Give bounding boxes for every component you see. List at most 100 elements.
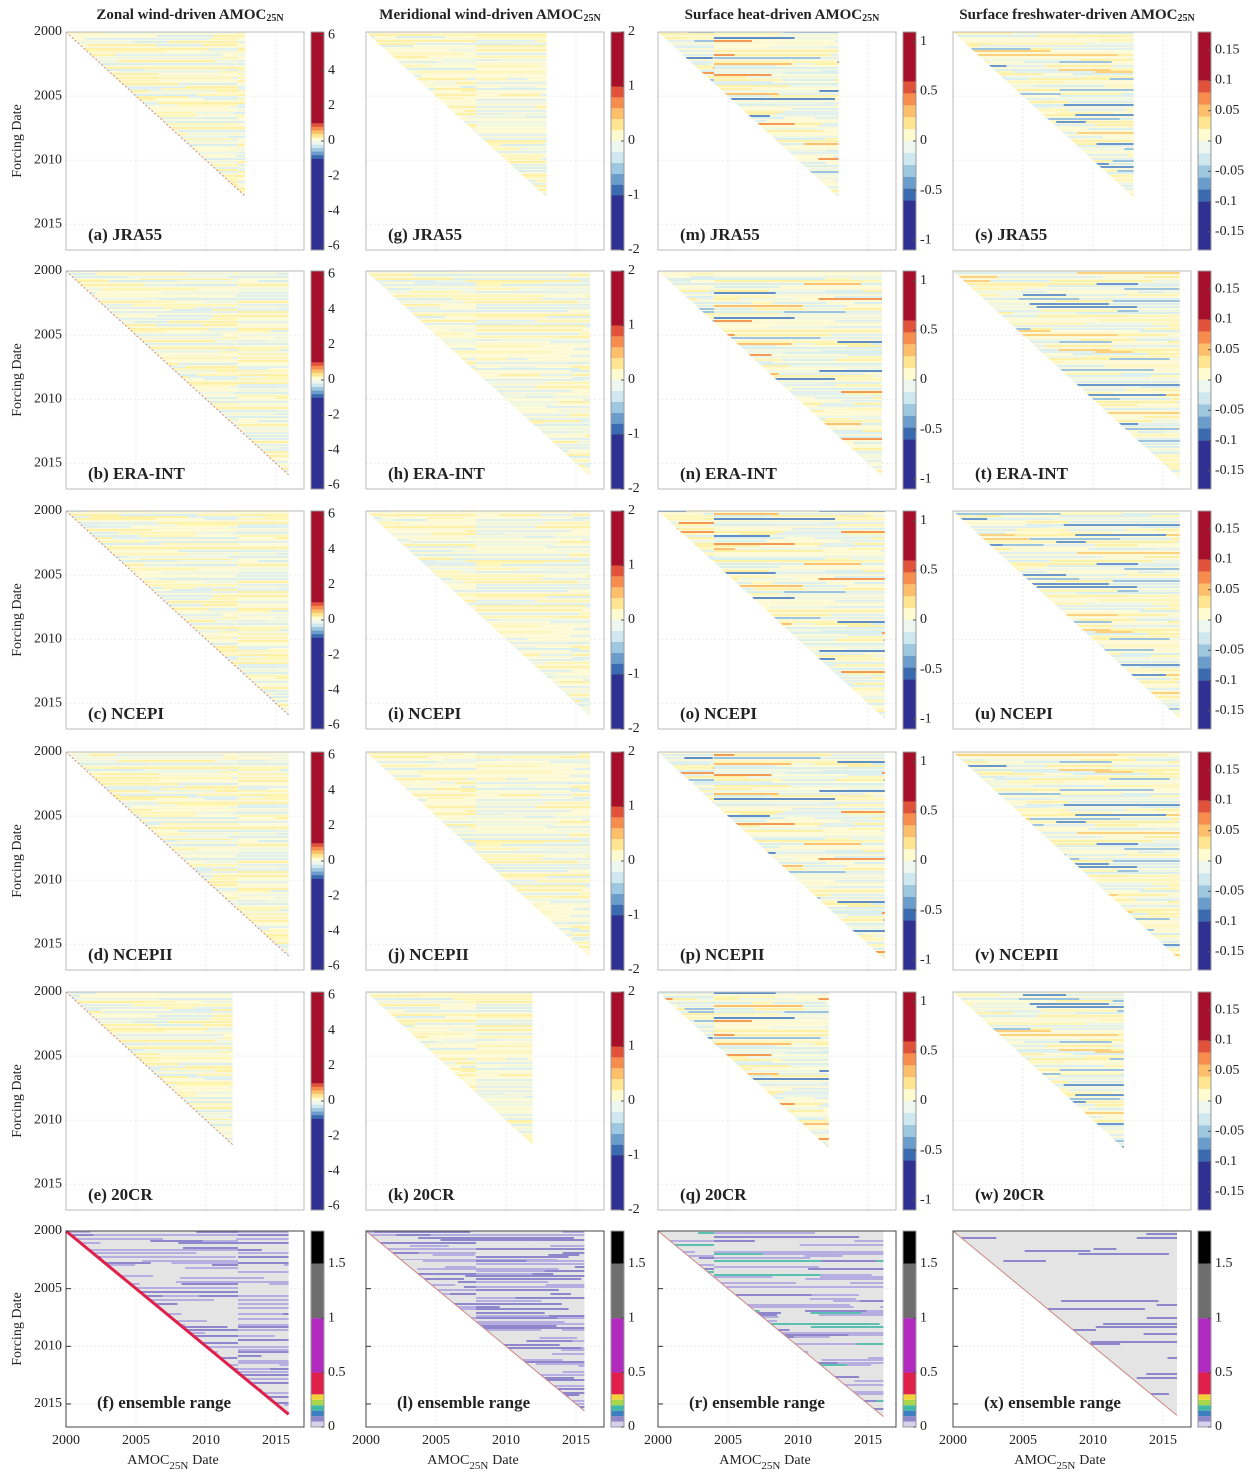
colorbar-segment bbox=[1198, 1040, 1211, 1053]
colorbar-segment bbox=[611, 401, 624, 413]
colorbar-segment bbox=[903, 572, 916, 585]
colorbar-tick-label: 0 bbox=[628, 1093, 635, 1108]
x-tick-label: 2015 bbox=[1149, 1433, 1177, 1448]
x-tick-label: 2010 bbox=[784, 1433, 812, 1448]
colorbar-segment bbox=[1198, 571, 1211, 584]
colorbar-segment bbox=[311, 1421, 324, 1427]
colorbar-segment bbox=[1198, 812, 1211, 825]
colorbar-segment bbox=[311, 390, 324, 395]
colorbar-segment bbox=[903, 1231, 916, 1264]
colorbar-segment bbox=[1198, 848, 1211, 861]
colorbar-segment bbox=[311, 369, 324, 373]
panel-label: (a) JRA55 bbox=[88, 225, 162, 244]
colorbar-segment bbox=[903, 861, 916, 873]
colorbar-segment bbox=[311, 155, 324, 159]
axes-frame bbox=[657, 1230, 897, 1428]
colorbar-segment bbox=[903, 427, 916, 440]
colorbar-segment bbox=[611, 1405, 624, 1411]
colorbar-tick-label: 1 bbox=[628, 1039, 635, 1054]
colorbar-segment bbox=[311, 630, 324, 635]
colorbar-segment bbox=[611, 423, 624, 435]
colorbar-tick-label: -1 bbox=[920, 471, 932, 486]
colorbar-segment bbox=[903, 596, 916, 609]
x-axis-label-tail: Date bbox=[192, 1453, 218, 1468]
axes-frame bbox=[365, 270, 605, 490]
x-axis-label-sub: 25N bbox=[1056, 1460, 1075, 1472]
colorbar-segment bbox=[611, 1155, 624, 1210]
colorbar-segment bbox=[311, 1410, 324, 1417]
colorbar-segment bbox=[311, 853, 324, 858]
colorbar-segment bbox=[903, 380, 916, 392]
colorbar-segment bbox=[903, 415, 916, 428]
colorbar-tick-label: 4 bbox=[328, 63, 335, 78]
panel-label: (w) 20CR bbox=[975, 1185, 1045, 1204]
column-title: Zonal wind-driven AMOC25N bbox=[96, 7, 284, 24]
colorbar-segment bbox=[1198, 32, 1211, 81]
colorbar-segment bbox=[903, 920, 916, 970]
x-tick-label: 2015 bbox=[262, 1433, 290, 1448]
colorbar-segment bbox=[1198, 656, 1211, 669]
triangle-field bbox=[366, 511, 590, 717]
colorbar-segment bbox=[903, 105, 916, 118]
x-axis-label: AMOC25N Date bbox=[719, 1453, 810, 1471]
colorbar-tick-label: 0 bbox=[920, 133, 927, 148]
colorbar-segment bbox=[311, 362, 324, 366]
colorbar-tick-label: -0.5 bbox=[920, 422, 942, 437]
y-axis-label: Forcing Date bbox=[10, 104, 25, 177]
triangle-field bbox=[658, 752, 885, 960]
colorbar-segment bbox=[1198, 1101, 1211, 1114]
colorbar-segment bbox=[1198, 1318, 1211, 1373]
colorbar-segment bbox=[1198, 1088, 1211, 1101]
panel-label: (b) ERA-INT bbox=[88, 464, 185, 483]
colorbar-segment bbox=[1198, 909, 1211, 922]
panel-label: (l) ensemble range bbox=[397, 1393, 531, 1412]
colorbar-tick-label: -0.15 bbox=[1215, 1184, 1244, 1199]
colorbar-segment bbox=[611, 861, 624, 872]
colorbar-segment bbox=[611, 1057, 624, 1069]
colorbar-tick-label: -2 bbox=[328, 407, 340, 422]
colorbar-tick-label: -2 bbox=[328, 168, 340, 183]
axes-frame bbox=[952, 510, 1192, 730]
colorbar-tick-label: 0.05 bbox=[1215, 582, 1240, 597]
colorbar-tick-label: -1 bbox=[628, 427, 640, 442]
colorbar-tick-label: -2 bbox=[328, 647, 340, 662]
colorbar-tick-label: 2 bbox=[628, 263, 635, 278]
colorbar-segment bbox=[1198, 1076, 1211, 1089]
colorbar-segment bbox=[903, 32, 916, 82]
colorbar-segment bbox=[611, 806, 624, 818]
colorbar-tick-label: -0.1 bbox=[1215, 673, 1237, 688]
colorbar-segment bbox=[1198, 559, 1211, 572]
colorbar-tick-label: 2 bbox=[628, 744, 635, 759]
colorbar-segment bbox=[311, 871, 324, 876]
colorbar-segment bbox=[311, 609, 324, 613]
colorbar-segment bbox=[1198, 1231, 1211, 1264]
y-tick-label: 2005 bbox=[34, 327, 62, 342]
colorbar-tick-label: 0 bbox=[1215, 1093, 1222, 1108]
axes-frame bbox=[952, 1230, 1192, 1428]
colorbar-frame bbox=[310, 1230, 325, 1428]
y-tick-label: 2010 bbox=[34, 1112, 62, 1127]
colorbar-segment bbox=[903, 908, 916, 921]
colorbar-segment bbox=[611, 1263, 624, 1319]
colorbar-segment bbox=[611, 1318, 624, 1373]
colorbar-tick-label: 1 bbox=[628, 558, 635, 573]
colorbar-tick-label: 0 bbox=[328, 1419, 335, 1434]
colorbar-segment bbox=[611, 674, 624, 729]
colorbar-segment bbox=[311, 627, 324, 631]
diagonal-edge bbox=[65, 31, 246, 197]
colorbar-segment bbox=[611, 130, 624, 141]
colorbar-segment bbox=[1198, 367, 1211, 380]
colorbar-segment bbox=[903, 1112, 916, 1125]
colorbar-segment bbox=[611, 511, 624, 566]
colorbar-segment bbox=[311, 1372, 324, 1395]
colorbar-segment bbox=[1198, 428, 1211, 441]
triangle-field bbox=[953, 32, 1134, 198]
colorbar-segment bbox=[311, 1416, 324, 1422]
colorbar-segment bbox=[311, 752, 324, 844]
colorbar-segment bbox=[1198, 1416, 1211, 1422]
colorbar-segment bbox=[311, 846, 324, 851]
colorbar-segment bbox=[311, 623, 324, 628]
colorbar-segment bbox=[611, 850, 624, 861]
colorbar-tick-label: -2 bbox=[628, 481, 640, 496]
